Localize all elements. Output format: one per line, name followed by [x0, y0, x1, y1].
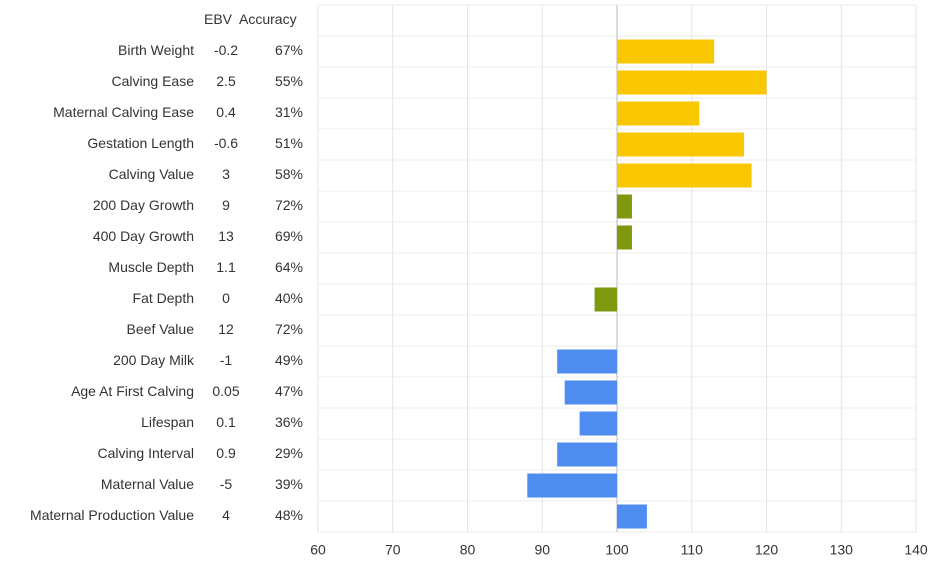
ebv-value: 0.4 [216, 104, 236, 120]
x-tick-label: 60 [310, 542, 326, 558]
bar [617, 163, 752, 188]
accuracy-value: 72% [275, 197, 303, 213]
column-header: EBV [204, 11, 233, 27]
ebv-value: 13 [218, 228, 234, 244]
bar [617, 504, 647, 529]
ebv-value: 0.05 [212, 383, 239, 399]
ebv-value: -1 [220, 352, 233, 368]
bar [617, 39, 715, 64]
trait-label: Maternal Calving Ease [53, 104, 194, 120]
ebv-value: -0.2 [214, 42, 238, 58]
bar [617, 70, 767, 95]
bar [617, 194, 632, 219]
x-tick-label: 80 [460, 542, 476, 558]
ebv-value: 1.1 [216, 259, 236, 275]
ebv-value: 3 [222, 166, 230, 182]
accuracy-value: 64% [275, 259, 303, 275]
trait-label: Gestation Length [87, 135, 194, 151]
column-header: Accuracy [239, 11, 297, 27]
bar [617, 225, 632, 250]
trait-label: Calving Value [109, 166, 195, 182]
bar [564, 380, 617, 405]
x-tick-label: 100 [605, 542, 629, 558]
accuracy-value: 55% [275, 73, 303, 89]
bar [557, 349, 617, 374]
accuracy-value: 69% [275, 228, 303, 244]
trait-label: Fat Depth [133, 290, 194, 306]
trait-label: Muscle Depth [108, 259, 194, 275]
accuracy-value: 36% [275, 414, 303, 430]
trait-label: Age At First Calving [71, 383, 194, 399]
bar [527, 473, 617, 498]
x-tick-label: 120 [755, 542, 779, 558]
x-tick-label: 130 [830, 542, 854, 558]
accuracy-value: 29% [275, 445, 303, 461]
trait-label: 200 Day Milk [113, 352, 195, 368]
bar [557, 442, 617, 467]
accuracy-value: 39% [275, 476, 303, 492]
x-tick-label: 110 [681, 542, 704, 558]
bar [617, 101, 700, 126]
x-tick-label: 90 [534, 542, 550, 558]
x-tick-label: 70 [385, 542, 401, 558]
accuracy-value: 49% [275, 352, 303, 368]
trait-label: 200 Day Growth [93, 197, 194, 213]
ebv-value: -5 [220, 476, 233, 492]
ebv-value: 0.1 [216, 414, 236, 430]
trait-label: Maternal Production Value [30, 507, 194, 523]
bar [617, 132, 745, 157]
trait-label: Birth Weight [118, 42, 194, 58]
accuracy-value: 67% [275, 42, 303, 58]
x-tick-label: 140 [904, 542, 928, 558]
ebv-value: 2.5 [216, 73, 236, 89]
trait-label: Beef Value [127, 321, 195, 337]
trait-label: Maternal Value [101, 476, 194, 492]
accuracy-value: 31% [275, 104, 303, 120]
ebv-value: 9 [222, 197, 230, 213]
trait-label: Calving Ease [112, 73, 195, 89]
ebv-value: -0.6 [214, 135, 238, 151]
trait-label: 400 Day Growth [93, 228, 194, 244]
accuracy-value: 72% [275, 321, 303, 337]
accuracy-value: 47% [275, 383, 303, 399]
bar [579, 411, 617, 436]
ebv-value: 4 [222, 507, 230, 523]
ebv-value: 12 [218, 321, 234, 337]
accuracy-value: 51% [275, 135, 303, 151]
accuracy-value: 58% [275, 166, 303, 182]
bar [594, 287, 617, 312]
trait-label: Calving Interval [98, 445, 195, 461]
trait-label: Lifespan [141, 414, 194, 430]
accuracy-value: 48% [275, 507, 303, 523]
ebv-value: 0 [222, 290, 230, 306]
accuracy-value: 40% [275, 290, 303, 306]
ebv-value: 0.9 [216, 445, 236, 461]
